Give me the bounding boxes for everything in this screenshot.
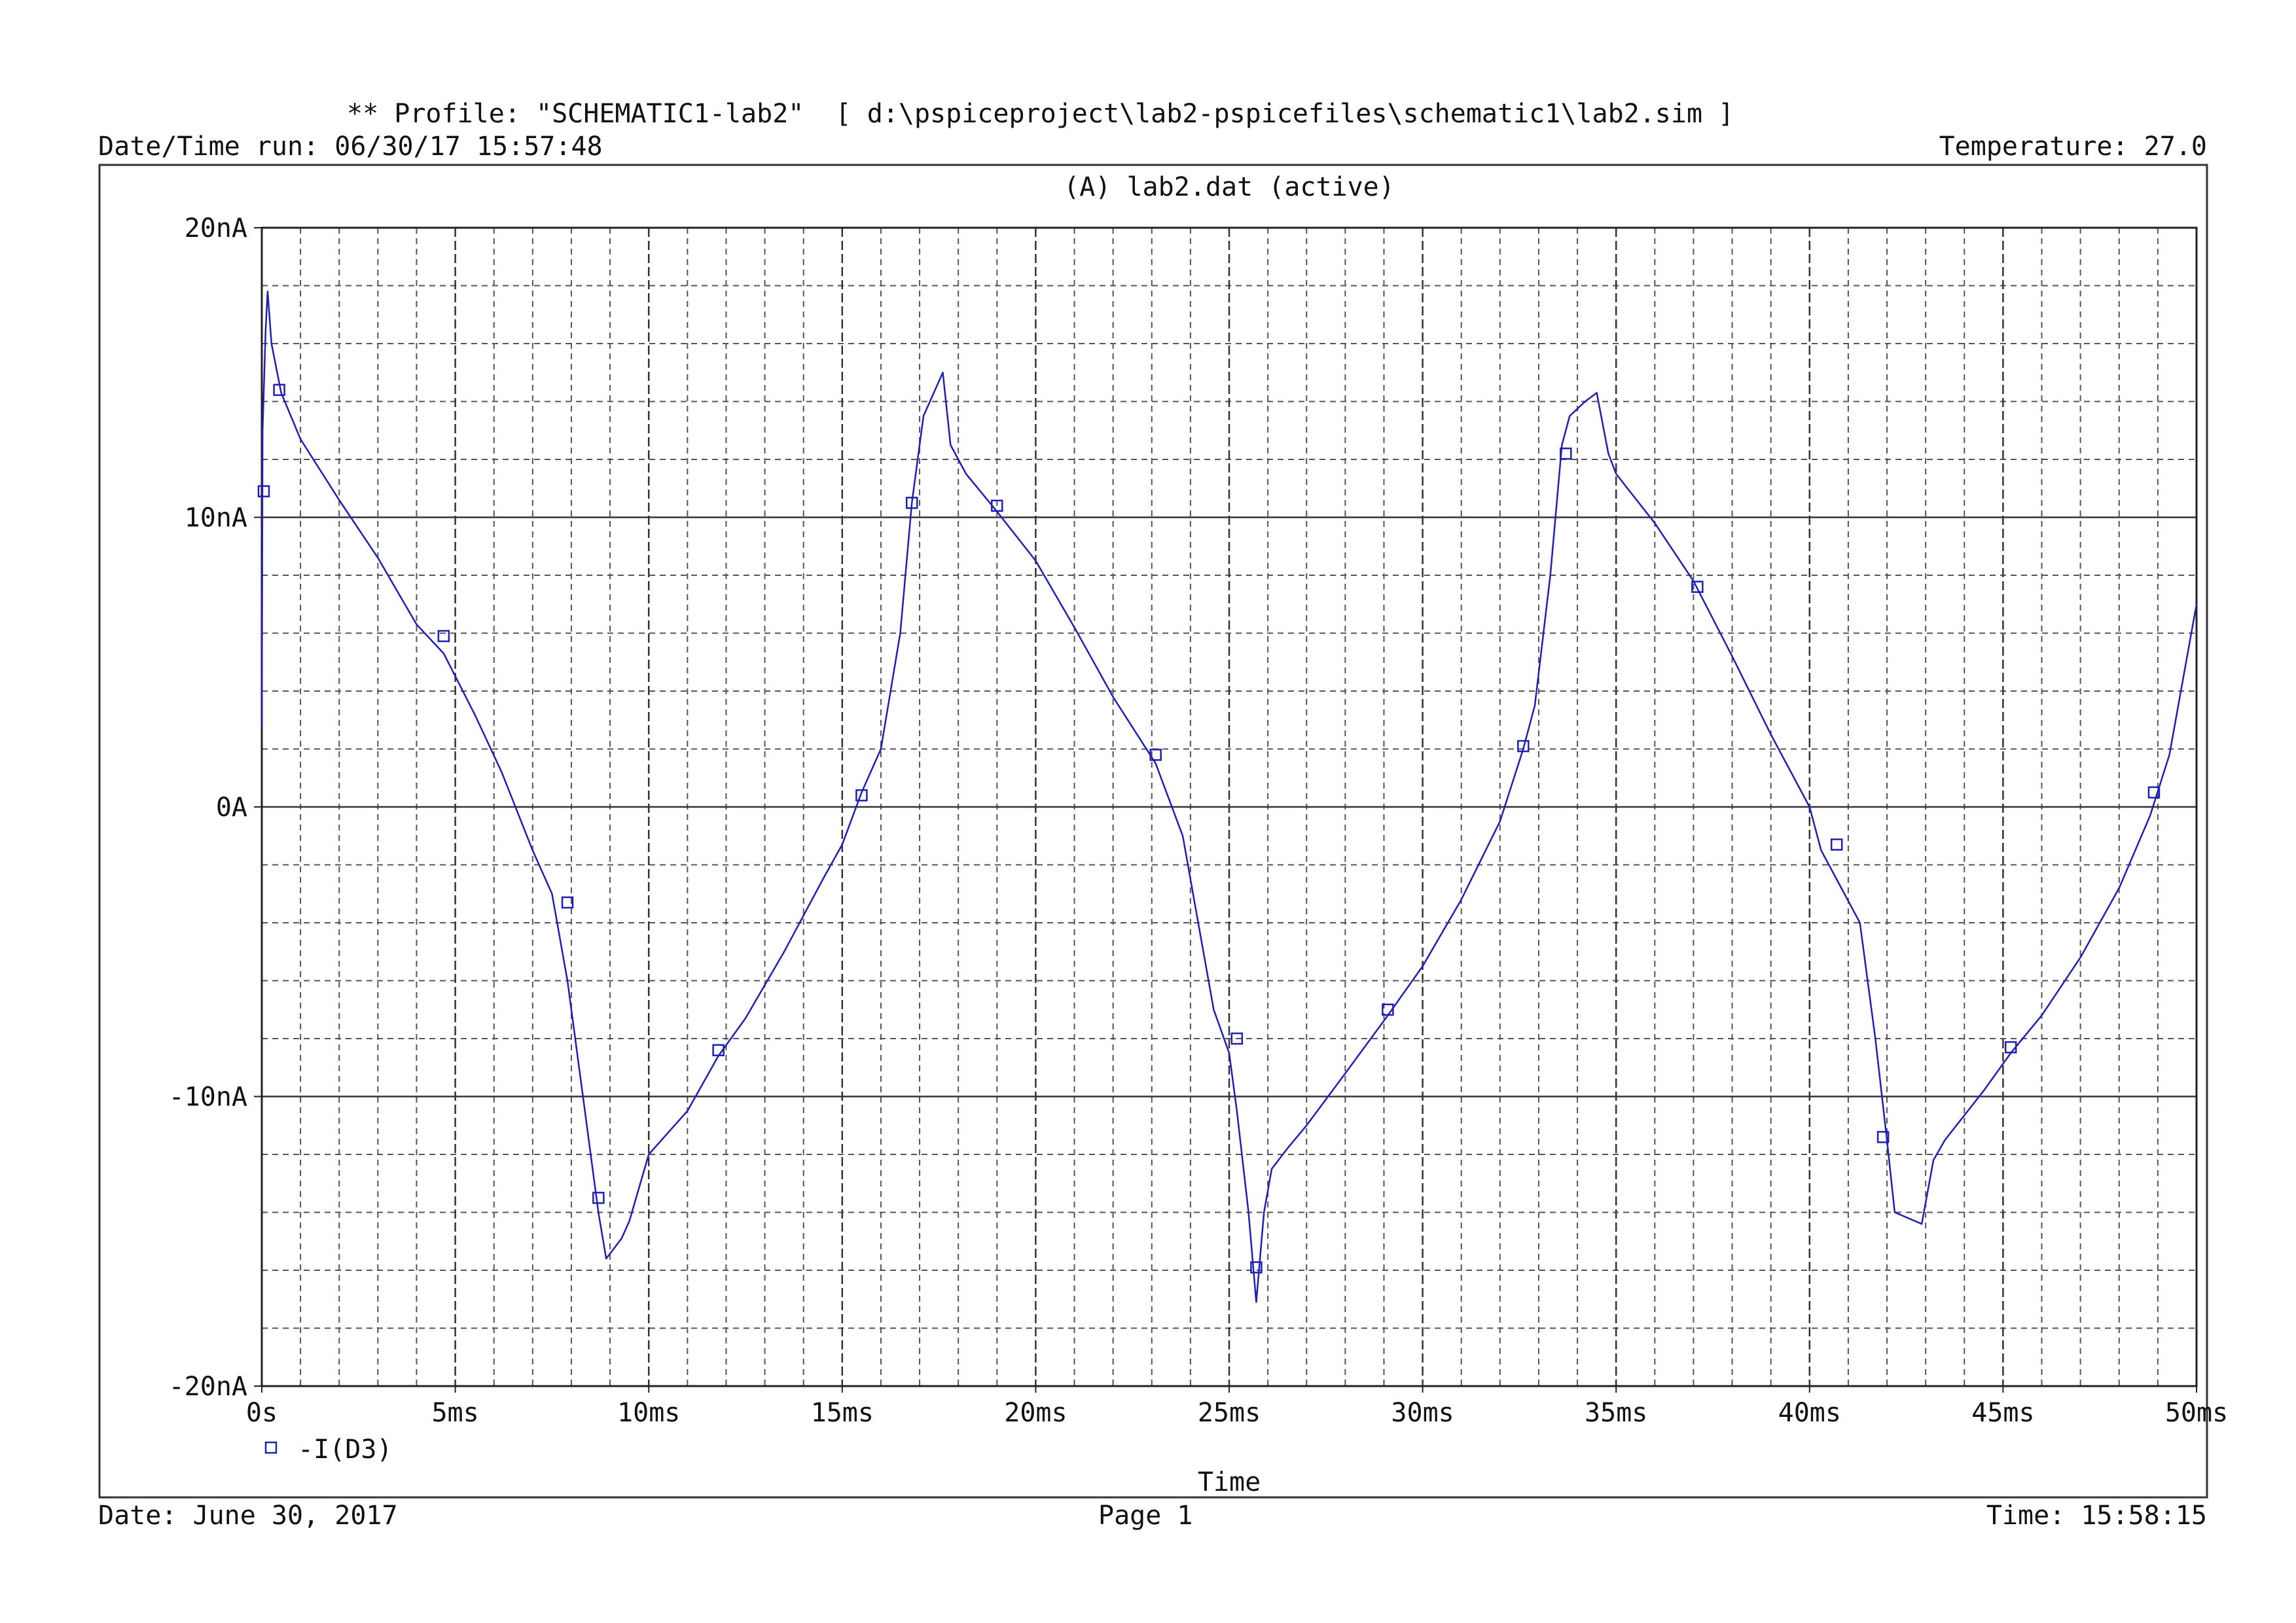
x-tick-label: 25ms	[1198, 1398, 1261, 1428]
series-layer	[260, 291, 2198, 1303]
chart-title: (A) lab2.dat (active)	[1064, 172, 1395, 202]
data-point-marker	[1517, 740, 1530, 753]
x-axis-ticks: 0s 5ms 10ms 15ms 20ms 25ms 30ms 35ms 40ms 45ms 50m…	[246, 1386, 2228, 1428]
data-point-marker	[1560, 447, 1572, 460]
data-point-marker	[561, 896, 574, 909]
x-tick-label: 10ms	[617, 1398, 680, 1428]
x-tick-label: 50ms	[2165, 1398, 2228, 1428]
data-point-marker	[257, 485, 270, 497]
temperature: Temperature: 27.0	[1939, 132, 2207, 162]
x-tick-label: 45ms	[1971, 1398, 2034, 1428]
y-tick-label: 10nA	[185, 503, 247, 533]
footer-date: Date: June 30, 2017	[98, 1501, 398, 1531]
data-point-marker	[592, 1192, 605, 1204]
x-axis-label: Time	[1198, 1467, 1261, 1497]
legend-label: -I(D3)	[298, 1435, 393, 1465]
legend-marker	[264, 1441, 278, 1454]
x-tick-label: 5ms	[431, 1398, 478, 1428]
data-point-marker	[1876, 1131, 1890, 1143]
y-tick-label: 0A	[216, 793, 247, 823]
data-point-marker	[1382, 1003, 1394, 1016]
y-axis-ticks: 20nA 10nA 0A -10nA -20nA	[169, 213, 262, 1402]
x-tick-label: 0s	[246, 1398, 278, 1428]
y-tick-label: -20nA	[169, 1372, 247, 1402]
profile-header: ** Profile: "SCHEMATIC1-lab2" [ d:\pspic…	[347, 99, 1734, 129]
data-point-marker	[1830, 838, 1843, 851]
data-point-marker	[273, 383, 285, 397]
x-tick-label: 20ms	[1004, 1398, 1067, 1428]
data-point-marker	[712, 1044, 725, 1056]
x-tick-label: 15ms	[811, 1398, 874, 1428]
data-point-marker	[1149, 749, 1162, 761]
data-point-marker	[1230, 1032, 1244, 1045]
data-point-marker	[855, 789, 868, 802]
data-point-marker	[2147, 786, 2161, 799]
data-point-marker	[1250, 1261, 1263, 1274]
x-tick-label: 40ms	[1778, 1398, 1841, 1428]
x-tick-label: 30ms	[1391, 1398, 1454, 1428]
footer-time: Time: 15:58:15	[1986, 1501, 2207, 1531]
x-tick-label: 35ms	[1585, 1398, 1647, 1428]
data-point-marker	[905, 497, 918, 509]
data-point-marker	[437, 630, 450, 643]
series-line	[260, 291, 2198, 1303]
y-tick-label: 20nA	[185, 213, 247, 243]
marker-layer	[257, 383, 2161, 1274]
footer-page: Page 1	[1098, 1501, 1193, 1531]
datetime-run: Date/Time run: 06/30/17 15:57:48	[98, 132, 603, 162]
data-point-marker	[1691, 580, 1704, 593]
data-point-marker	[991, 499, 1003, 512]
y-tick-label: -10nA	[169, 1082, 247, 1113]
data-point-marker	[2004, 1041, 2017, 1054]
chart-frame	[98, 164, 2208, 1499]
